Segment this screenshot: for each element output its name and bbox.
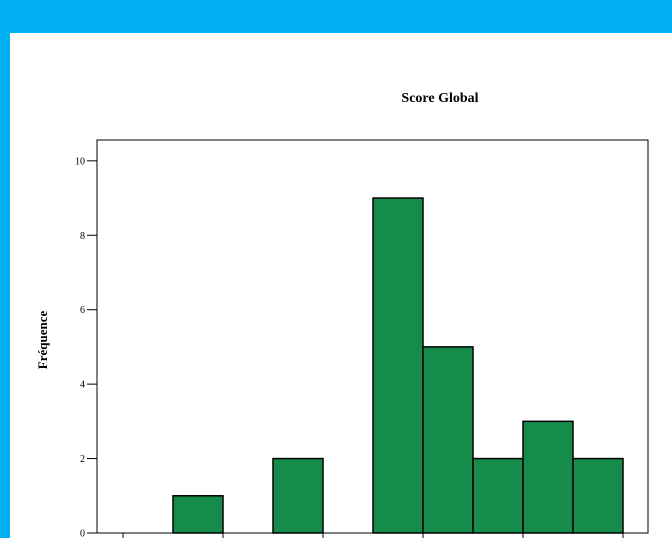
y-tick-label: 10 [75, 156, 85, 167]
bar [372, 197, 424, 534]
bar [522, 420, 574, 534]
y-tick-label: 4 [80, 380, 85, 391]
bar [172, 495, 224, 534]
left-bar [0, 0, 10, 538]
bar [572, 457, 624, 534]
chart-title: Score Global [401, 91, 478, 106]
bar [472, 457, 524, 534]
top-bar [0, 0, 672, 33]
y-tick-label: 0 [80, 529, 85, 538]
bar [272, 457, 324, 534]
y-tick-label: 2 [80, 454, 85, 465]
bar [422, 346, 474, 534]
y-tick-label: 6 [80, 305, 85, 316]
y-tick-label: 8 [80, 231, 85, 242]
y-axis-label: Fréquence [35, 311, 50, 370]
